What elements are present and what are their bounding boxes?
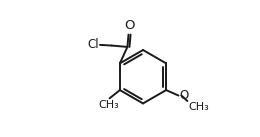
Text: Cl: Cl bbox=[88, 38, 99, 51]
Text: O: O bbox=[179, 89, 188, 102]
Text: CH₃: CH₃ bbox=[188, 102, 209, 112]
Text: CH₃: CH₃ bbox=[99, 100, 119, 110]
Text: O: O bbox=[124, 19, 135, 32]
